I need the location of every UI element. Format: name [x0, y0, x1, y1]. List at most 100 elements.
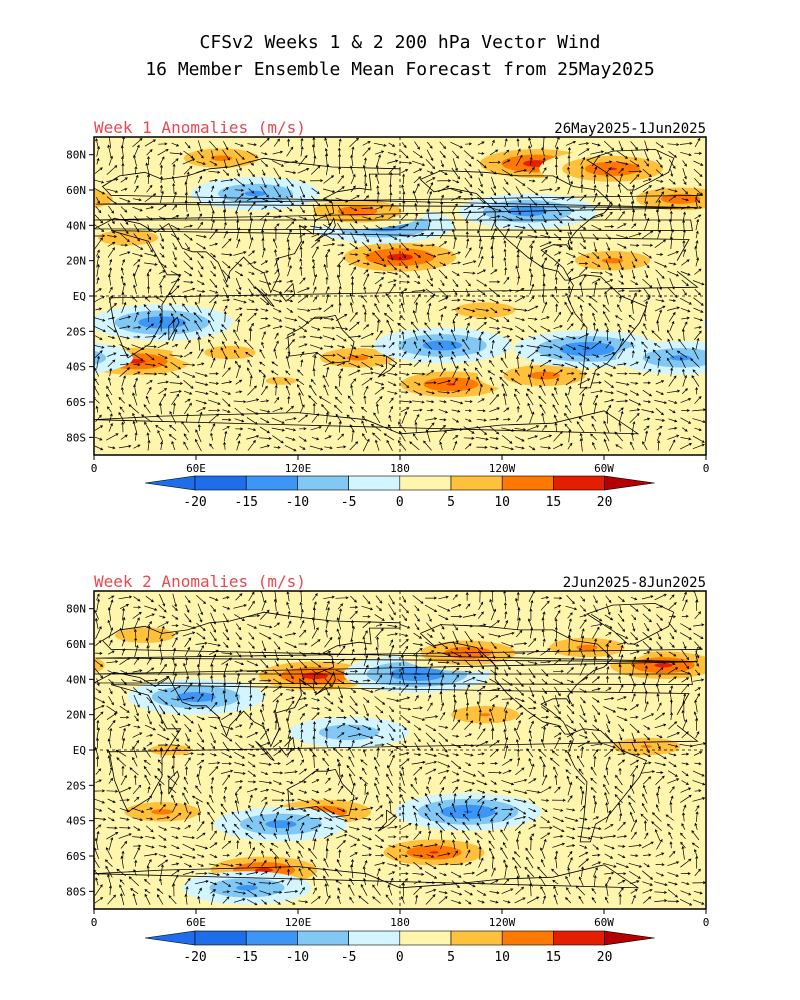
wind-vector: [260, 385, 268, 396]
wind-vector: [376, 867, 381, 877]
wind-vector: [541, 424, 547, 431]
wind-vector: [349, 311, 358, 322]
wind-vector: [603, 783, 610, 795]
wind-vector: [159, 615, 166, 619]
wind-vector: [144, 335, 157, 339]
wind-vector: [260, 871, 269, 876]
wind-vector: [567, 155, 571, 166]
wind-vector: [222, 269, 231, 279]
wind-vector: [642, 613, 652, 623]
wind-vector: [555, 303, 559, 313]
wind-vector: [578, 895, 584, 904]
wind-vector: [222, 632, 230, 641]
wind-vector: [488, 331, 501, 340]
wind-vector: [401, 732, 407, 744]
wind-vector: [172, 593, 178, 608]
wind-vector: [527, 325, 537, 333]
wind-vector: [565, 605, 578, 611]
wind-vector: [478, 246, 483, 259]
wind-vector: [427, 190, 433, 204]
wind-vector: [527, 618, 533, 630]
coastline: [586, 602, 675, 645]
wind-vector: [311, 789, 320, 794]
wind-vector: [119, 315, 132, 321]
wind-vector: [694, 611, 702, 620]
wind-vector: [285, 858, 291, 868]
wind-vector: [95, 205, 102, 214]
wind-vector: [617, 801, 622, 813]
wind-vector: [631, 693, 636, 702]
wind-vector: [185, 656, 189, 665]
wind-vector: [478, 255, 484, 268]
wind-vector: [503, 159, 511, 164]
wind-vector: [451, 220, 456, 230]
wind-vector: [247, 201, 256, 212]
wind-vector: [617, 243, 627, 249]
wind-vector: [362, 147, 371, 157]
wind-vector: [223, 622, 229, 633]
wind-vector: [643, 322, 647, 331]
wind-vector: [284, 317, 298, 322]
wind-vector: [388, 283, 396, 295]
anomaly-contour: [0, 244, 65, 277]
coastline: [420, 624, 614, 735]
wind-vector: [336, 628, 342, 638]
wind-vector: [477, 152, 485, 155]
wind-vector: [185, 675, 189, 684]
wind-vector: [579, 206, 587, 210]
wind-vector: [669, 660, 676, 665]
wind-vector: [604, 151, 613, 156]
wind-vector: [208, 642, 221, 647]
wind-vector: [694, 178, 702, 187]
wind-vector: [400, 758, 410, 767]
wind-vector: [439, 881, 447, 886]
wind-vector: [400, 772, 405, 787]
wind-vector: [324, 719, 331, 730]
wind-vector: [259, 280, 272, 286]
wind-vector: [501, 445, 515, 451]
wind-vector: [528, 706, 537, 710]
wind-vector: [325, 253, 329, 268]
wind-vector: [668, 418, 678, 423]
wind-vector: [221, 380, 233, 384]
wind-vector: [604, 792, 609, 805]
wind-vector: [243, 339, 254, 350]
wind-vector: [680, 151, 692, 157]
wind-vector: [630, 765, 639, 777]
wind-vector: [489, 879, 499, 885]
wind-vector: [159, 594, 166, 607]
wind-vector: [464, 691, 469, 703]
wind-vector: [311, 808, 321, 812]
wind-vector: [325, 848, 329, 859]
wind-vector: [132, 420, 138, 433]
wind-vector: [286, 659, 293, 669]
wind-vector: [631, 622, 636, 632]
wind-vector: [376, 191, 380, 203]
wind-vector: [489, 376, 495, 386]
wind-vector: [209, 278, 218, 289]
wind-vector: [681, 762, 690, 766]
wind-vector: [274, 227, 278, 240]
wind-vector: [121, 301, 127, 313]
wind-vector: [299, 277, 306, 285]
wind-vector: [555, 263, 560, 277]
wind-vector: [514, 428, 527, 432]
anomaly-contour: [255, 867, 273, 873]
wind-vector: [143, 759, 151, 766]
wind-vector: [132, 756, 138, 767]
wind-vector: [362, 595, 371, 605]
wind-vector: [655, 712, 666, 720]
wind-vector: [502, 658, 511, 671]
coastline: [314, 671, 336, 696]
wind-vector: [627, 329, 636, 341]
wind-vector: [349, 424, 354, 432]
wind-vector: [590, 777, 597, 784]
wind-vector: [591, 687, 601, 691]
wind-vector: [528, 637, 537, 648]
wind-vector: [157, 767, 164, 775]
wind-vector: [566, 733, 575, 738]
wind-vector: [541, 412, 545, 423]
wind-vector: [387, 381, 397, 386]
wind-vector: [146, 657, 152, 665]
wind-vector: [211, 150, 215, 160]
